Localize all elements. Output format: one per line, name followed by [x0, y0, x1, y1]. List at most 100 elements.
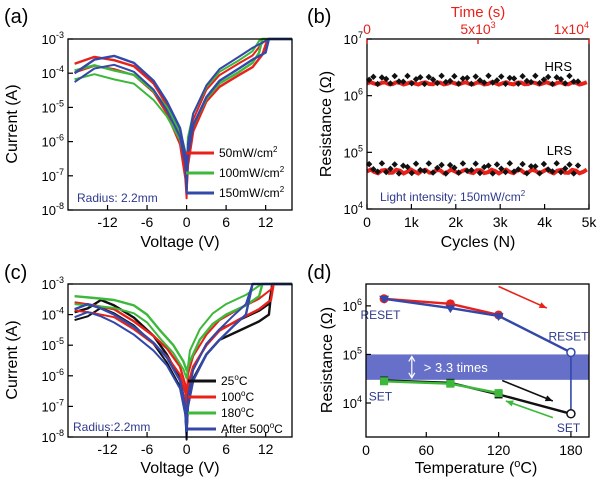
y-tick-label-d-0: 104 [343, 394, 362, 411]
data-point-hrs-39 [532, 72, 539, 80]
data-point-hrs-36 [519, 73, 526, 80]
x-tick-label-a-1: -6 [141, 214, 154, 230]
y-tick-label-c-3: 10-5 [42, 336, 64, 353]
y-tick-label-a-2: 10-6 [42, 133, 64, 150]
x-axis-label-c: Voltage (V) [140, 460, 219, 477]
top-tick-label-b-2: 1x104 [554, 20, 589, 37]
data-point-lrs-21 [455, 169, 462, 176]
data-point-lrs-25 [472, 160, 479, 167]
data-point-d-1-3 [566, 347, 576, 358]
x-tick-label-b-1: 1k [404, 214, 420, 230]
set-label-left: SET [369, 390, 393, 404]
data-point-lrs-45 [557, 168, 565, 176]
legend-entry-a-1: 100mW/cm2 [219, 165, 285, 180]
chart-panel-c: -12 -6 0 6 12 10-8 10-7 10-6 10-5 10-4 10-3 Voltag… [4, 275, 293, 477]
data-point-d-1-1 [445, 305, 456, 314]
data-point-hrs-17 [438, 72, 445, 80]
data-point-hrs-10 [408, 80, 415, 87]
trend-arrow-red-head [538, 302, 547, 309]
plot-frame-c [67, 283, 293, 438]
x-tick-label-c-0: -12 [97, 441, 117, 457]
data-point-lrs-23 [463, 167, 471, 175]
data-point-lrs-43 [549, 168, 556, 175]
y-axis-label-d: Resistance (Ω) [319, 307, 336, 413]
data-point-hrs-40 [536, 79, 543, 87]
x-axis-label-b: Cycles (N) [441, 234, 516, 251]
data-point-hrs-5 [387, 80, 394, 87]
x-tick-label-c-4: 12 [258, 441, 274, 457]
data-point-lrs-41 [540, 160, 548, 168]
data-point-hrs-46 [562, 80, 569, 87]
y-tick-label-a-1: 10-7 [42, 167, 64, 184]
ratio-arrow-head-up [408, 355, 416, 362]
x-tick-label-b-3: 3k [493, 214, 509, 230]
data-point-hrs-47 [566, 72, 573, 80]
data-point-d-2-3 [566, 409, 576, 419]
legend-entry-c-3: After 500oC [221, 421, 283, 436]
data-point-lrs-44 [553, 160, 560, 167]
y-tick-label-d-1: 105 [343, 345, 362, 362]
data-point-d-1-2 [493, 312, 504, 321]
data-point-lrs-11 [412, 160, 420, 167]
data-point-hrs-18 [442, 78, 450, 86]
y-axis-label-b: Resistance (Ω) [318, 71, 335, 177]
y-axis-label-c: Current (A) [4, 320, 21, 399]
data-point-lrs-4 [382, 168, 390, 176]
data-point-lrs-1 [370, 166, 377, 173]
data-point-hrs-25 [472, 73, 479, 80]
x-axis-label-d: Temperature (oC) [415, 458, 538, 477]
legend-entry-a-2: 150mW/cm2 [219, 185, 285, 200]
data-point-lrs-13 [421, 167, 428, 175]
x-tick-label-b-0: 0 [363, 214, 371, 230]
set-label-right: SET [557, 421, 581, 435]
y-tick-label-c-2: 10-6 [42, 367, 64, 384]
x-tick-label-c-3: 6 [222, 441, 230, 457]
data-point-hrs-13 [421, 80, 428, 88]
data-point-lrs-20 [451, 164, 458, 171]
data-point-hrs-29 [489, 79, 496, 86]
x-tick-label-d-3: 180 [559, 442, 583, 458]
data-point-lrs-32 [502, 168, 509, 176]
data-point-lrs-19 [446, 161, 454, 169]
x-tick-label-b-5: 5k [582, 214, 598, 230]
data-point-hrs-28 [485, 72, 492, 79]
y-tick-label-b-1: 105 [344, 143, 363, 160]
x-tick-label-a-0: -12 [97, 214, 117, 230]
x-tick-label-d-2: 120 [487, 442, 511, 458]
data-point-hrs-33 [506, 74, 513, 82]
data-point-lrs-26 [476, 169, 484, 177]
data-point-d-3-1 [446, 379, 455, 388]
data-point-lrs-30 [493, 161, 501, 168]
data-point-lrs-37 [523, 170, 531, 177]
data-point-lrs-6 [391, 161, 398, 168]
data-point-hrs-4 [382, 75, 390, 83]
data-point-lrs-5 [387, 165, 394, 172]
data-point-lrs-10 [408, 169, 415, 177]
data-point-hrs-14 [425, 73, 433, 81]
data-point-hrs-30 [493, 77, 501, 84]
top-tick-label-b-1: 5x103 [460, 20, 495, 37]
x-tick-label-c-1: -6 [141, 441, 154, 457]
data-point-hrs-2 [374, 80, 381, 88]
window-band [366, 354, 589, 380]
y-tick-label-a-3: 10-5 [42, 98, 64, 115]
legend-entry-c-0: 25oC [221, 373, 248, 388]
data-point-lrs-40 [536, 170, 543, 177]
x-tick-label-d-0: 0 [362, 442, 370, 458]
data-point-hrs-15 [429, 76, 437, 83]
data-point-lrs-18 [442, 170, 450, 177]
data-point-lrs-22 [459, 160, 467, 167]
data-point-lrs-48 [570, 170, 577, 177]
series-return-line-a-2 [74, 38, 292, 194]
data-point-lrs-33 [506, 160, 513, 167]
y-axis-label-a: Current (A) [4, 84, 21, 163]
data-point-hrs-16 [434, 79, 441, 87]
data-point-lrs-24 [468, 166, 475, 174]
top-tick-label-b-0: 0 [363, 21, 371, 37]
data-point-hrs-26 [476, 77, 484, 84]
data-point-lrs-47 [566, 161, 573, 168]
data-point-lrs-15 [429, 169, 437, 176]
data-point-lrs-16 [434, 164, 441, 172]
data-point-lrs-39 [532, 163, 539, 170]
